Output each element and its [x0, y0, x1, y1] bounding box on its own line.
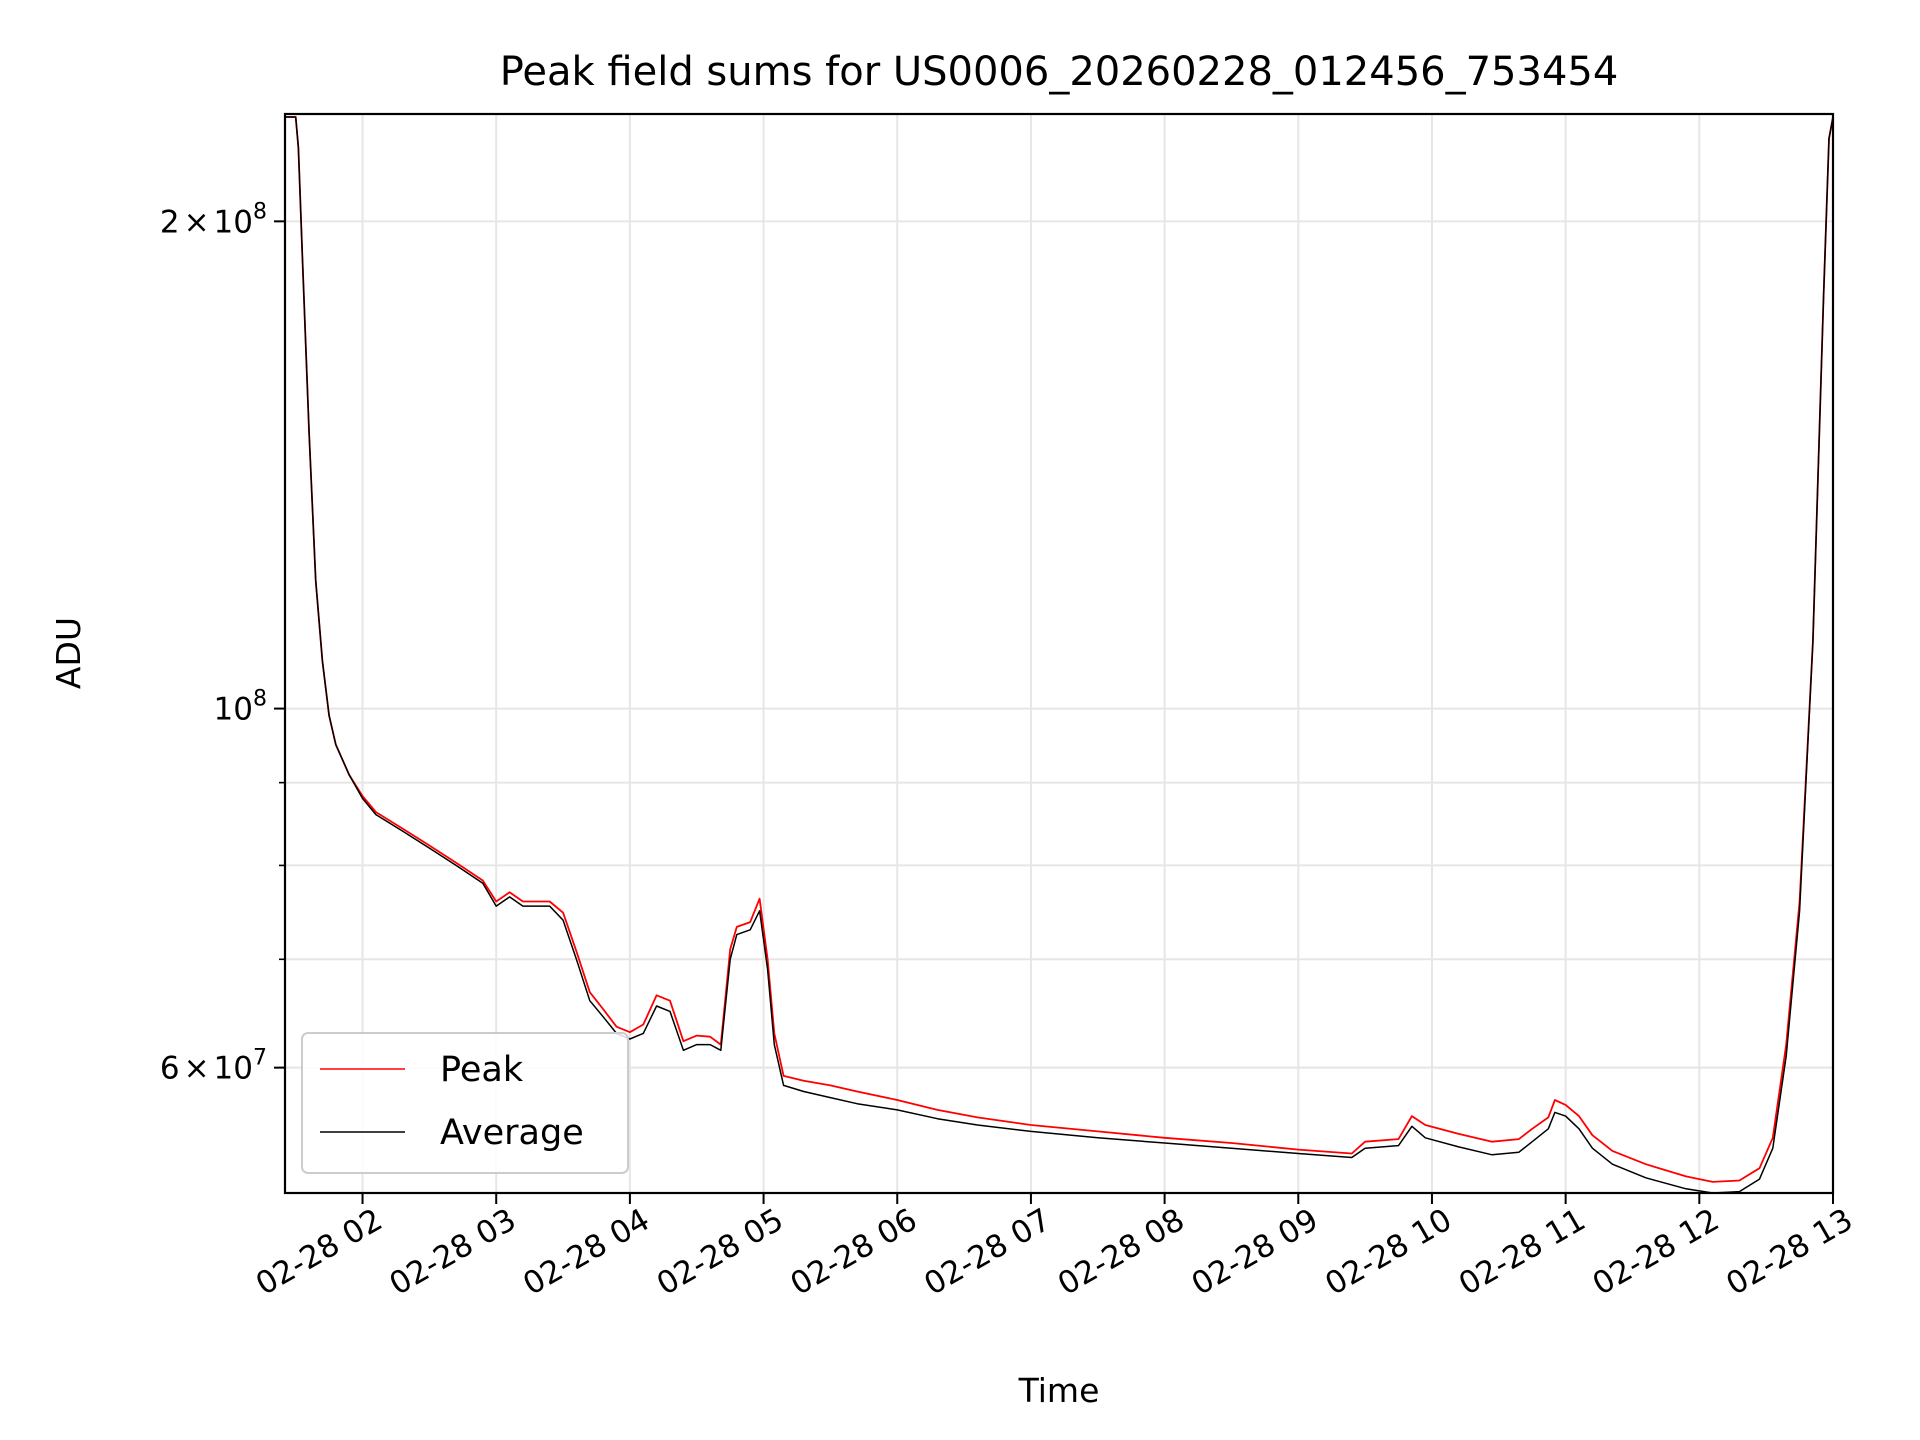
y-tick-label: 2 × 108: [160, 199, 267, 240]
x-tick-label: 02-28 02: [250, 1202, 389, 1303]
chart-title: Peak field sums for US0006_20260228_0124…: [500, 49, 1619, 95]
x-tick-label: 02-28 10: [1319, 1202, 1458, 1303]
legend: Peak Average: [301, 1032, 629, 1174]
series-line-peak: [285, 116, 1833, 1183]
plot-frame: [283, 112, 1835, 1195]
x-tick-label: 02-28 09: [1186, 1202, 1325, 1303]
legend-label-average: Average: [440, 1113, 584, 1153]
x-axis-label: Time: [1018, 1371, 1100, 1410]
x-tick-label: 02-28 07: [918, 1202, 1057, 1303]
y-axis: 6 × 107 108 2 × 108: [160, 199, 285, 1087]
x-tick-label: 02-28 08: [1052, 1202, 1191, 1303]
legend-box: [301, 1032, 629, 1174]
y-tick-label: 6 × 107: [160, 1046, 267, 1087]
y-axis-label: ADU: [49, 617, 88, 689]
x-tick-label: 02-28 03: [383, 1202, 522, 1303]
legend-label-peak: Peak: [440, 1050, 524, 1090]
x-tick-label: 02-28 06: [785, 1202, 924, 1303]
series-line-average: [285, 116, 1833, 1193]
y-tick-label: 108: [214, 687, 267, 728]
x-tick-label: 02-28 12: [1587, 1202, 1726, 1303]
x-tick-label: 02-28 04: [517, 1202, 656, 1303]
x-tick-label: 02-28 05: [651, 1202, 790, 1303]
x-tick-label: 02-28 13: [1720, 1202, 1859, 1303]
x-tick-label: 02-28 11: [1453, 1202, 1592, 1303]
series-layer: [285, 116, 1833, 1193]
grid: [285, 114, 1834, 1193]
